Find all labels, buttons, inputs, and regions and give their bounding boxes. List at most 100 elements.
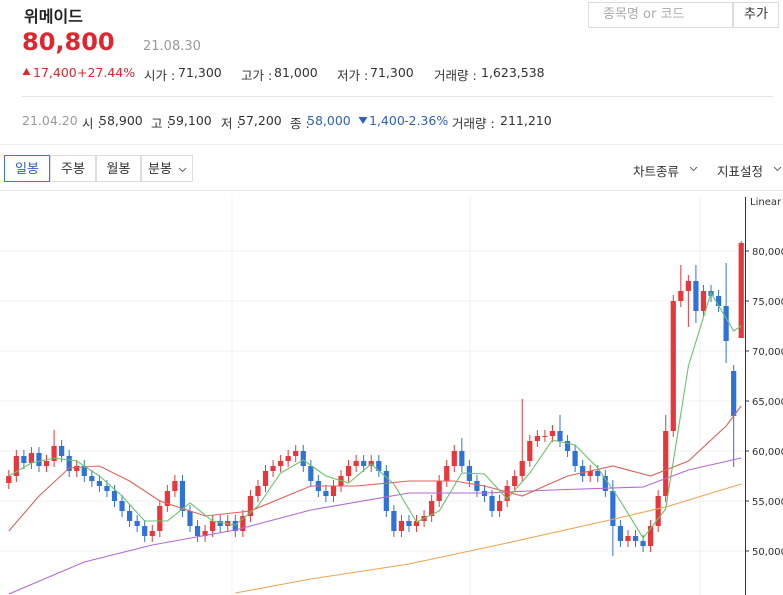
candle-body	[648, 526, 654, 546]
candle-body	[587, 471, 593, 476]
candle-body	[519, 461, 525, 476]
candle-body	[43, 461, 50, 466]
candle-body	[700, 291, 707, 311]
candle-body	[595, 471, 601, 476]
candle-body	[134, 521, 140, 526]
daily-label: 종 :	[290, 116, 310, 131]
candle-body	[74, 466, 80, 471]
candle-body	[640, 541, 646, 546]
candle-body	[429, 501, 435, 516]
candle-body	[111, 491, 118, 501]
daily-change-pct: -2.36%	[404, 113, 449, 128]
daily-value: 59,100	[168, 113, 212, 128]
candle-body	[278, 461, 284, 466]
candle-body	[202, 531, 208, 536]
daily-change: 1,400	[369, 113, 405, 128]
candle-body	[670, 301, 676, 431]
candle-body	[617, 526, 624, 541]
chevron	[773, 166, 782, 172]
moving-average	[8, 291, 742, 539]
candle-body	[179, 481, 186, 511]
y-tick-label: 80,000	[752, 247, 783, 258]
candle-body	[564, 441, 571, 451]
candle-body	[13, 456, 19, 476]
tab[interactable]: 일봉	[4, 155, 50, 182]
candle-body	[610, 491, 616, 526]
candle-body	[489, 496, 495, 511]
candle-body	[240, 516, 246, 531]
candle-body	[345, 466, 352, 476]
candle-body	[149, 531, 155, 536]
daily-label: 고 :	[151, 116, 171, 131]
y-tick-label: 65,000	[752, 397, 783, 408]
change: 17,400	[33, 65, 77, 80]
stat-value: 1,623,538	[481, 65, 545, 80]
candle-body	[361, 461, 367, 466]
candle-body	[391, 511, 397, 531]
daily-label: 시 :	[82, 116, 102, 131]
candle-body	[187, 511, 193, 526]
candle-body	[512, 476, 518, 486]
candle-body	[126, 511, 133, 521]
separator	[0, 144, 783, 145]
daily-volume: 211,210	[500, 113, 552, 128]
candle-body	[66, 456, 72, 471]
candle-body	[142, 526, 148, 536]
stat-label: 저가 :	[337, 68, 369, 83]
stat-label: 거래량 :	[434, 68, 477, 83]
candle-body	[21, 456, 27, 463]
daily-value: 58,900	[99, 113, 143, 128]
candle-body	[330, 486, 337, 496]
candle-body	[444, 466, 450, 481]
candle-body	[119, 501, 125, 511]
candle-body	[36, 453, 42, 466]
candle-body	[247, 496, 254, 516]
candle-body	[28, 453, 35, 463]
candle-body	[81, 466, 87, 476]
candle-body	[300, 451, 306, 466]
stat-value: 71,300	[178, 65, 222, 80]
candle-body	[731, 371, 737, 416]
search-input[interactable]: 종목명 or 코드	[588, 2, 733, 28]
candle-body	[496, 501, 503, 511]
candle-body	[436, 481, 442, 501]
daily-volume-label: 거래량 :	[452, 116, 495, 131]
y-tick-label: 60,000	[752, 447, 783, 458]
price: 80,800	[22, 28, 115, 56]
stock-name: 위메이드	[24, 7, 83, 26]
candle-body	[270, 466, 276, 471]
add-button[interactable]: 추가	[733, 2, 779, 28]
down-arrow	[358, 117, 368, 124]
candle-body	[572, 451, 578, 466]
menu-indicator[interactable]: 지표설정	[717, 164, 764, 179]
candle-body	[459, 451, 465, 466]
candle-body	[580, 466, 586, 476]
candle-body	[6, 476, 12, 483]
chart: Linear 50,000 55,000 60,000 65,000 70,000 75,…	[0, 190, 783, 595]
candle-body	[376, 461, 382, 471]
daily-value: 57,200	[238, 113, 282, 128]
menu-chart-type[interactable]: 차트종류	[633, 164, 680, 179]
candle-body	[398, 521, 405, 531]
tab[interactable]: 주봉	[50, 155, 96, 182]
candle-body	[406, 521, 412, 526]
tab[interactable]: 월봉	[96, 155, 141, 182]
candle-body	[323, 491, 329, 496]
candle-body	[678, 291, 684, 301]
candle-body	[542, 436, 548, 437]
stat-value: 81,000	[274, 65, 318, 80]
candle-body	[217, 521, 223, 526]
candle-body	[451, 451, 457, 466]
candle-body	[96, 481, 102, 486]
candle-body	[51, 446, 57, 461]
candle-body	[194, 526, 201, 536]
y-tick-label: 55,000	[752, 497, 783, 508]
divider	[22, 96, 773, 97]
stat-value: 71,300	[370, 65, 414, 80]
moving-average	[8, 457, 742, 595]
candle-body	[59, 446, 65, 456]
candle-body	[308, 466, 314, 481]
tab[interactable]: 분봉	[141, 155, 193, 182]
candle-body	[104, 486, 110, 491]
